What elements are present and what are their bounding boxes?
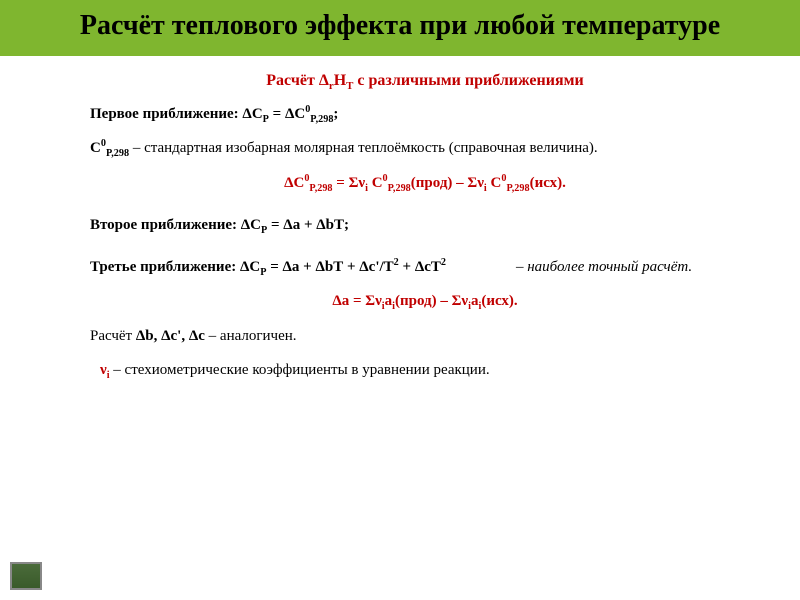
approx3-note: – наиболее точный расчёт. (516, 259, 692, 275)
cf-s2-sub2: P,298 (506, 183, 529, 194)
cp-c: C (90, 140, 101, 156)
da-s1-a: Σν (365, 293, 382, 309)
cp-std-line: C0P,298 – стандартная изобарная молярная… (90, 138, 760, 158)
oc-a: Расчёт (90, 328, 136, 344)
cf-lhs-a: ΔC (284, 175, 304, 191)
nu-symbol: νi (100, 362, 110, 378)
cp-std-symbol: C0P,298 (90, 140, 129, 156)
cf-s1-a: Σν (349, 175, 366, 191)
content-area: Расчёт ΔrHT с различными приближениями П… (0, 56, 800, 380)
da-prod: (прод) (395, 293, 437, 309)
approx3-label: Третье приближение: (90, 259, 240, 275)
approx1-line: Первое приближение: ΔCP = ΔC0P,298; (90, 104, 760, 124)
dcp-a: ΔC (242, 106, 262, 122)
subheading: Расчёт ΔrHT с различными приближениями (90, 72, 760, 90)
nu-s: ν (100, 362, 107, 378)
page-title: Расчёт теплового эффекта при любой темпе… (20, 10, 780, 42)
cf-minus: – (452, 175, 467, 191)
cf-prod: (прод) (411, 175, 453, 191)
approx2-line: Второе приближение: ΔCP = Δa + ΔbТ; (90, 215, 760, 235)
cp-formula-lhs: ΔC0P,298 (284, 175, 332, 191)
subhead-prefix: Расчёт (266, 72, 319, 89)
cf-lhs-sub: P,298 (309, 183, 332, 194)
approx2-label: Второе приближение: (90, 217, 241, 233)
a3-a: ΔC (240, 259, 260, 275)
subhead-suffix: с различными приближениями (353, 72, 583, 89)
nu-line: νi – стехиометрические коэффициенты в ур… (90, 360, 760, 380)
delta-sym: Δ (319, 72, 329, 89)
title-bar: Расчёт теплового эффекта при любой темпе… (0, 0, 800, 56)
cp-formula-line: ΔC0P,298 = Σνi C0P,298(прод) – Σνi C0P,2… (90, 173, 760, 193)
cf-eq: = (333, 175, 349, 191)
a3-rhs-b: + ΔcТ (399, 259, 441, 275)
approx1-eq: ΔCP = ΔC0P,298; (242, 106, 338, 122)
da-minus: – (437, 293, 452, 309)
a3-sup2: 2 (441, 257, 446, 268)
approx3-eq: ΔCP = Δa + ΔbТ + Δc'/T2 + ΔcТ2 (240, 259, 446, 275)
a3-rhs-a: = Δa + ΔbТ + Δc'/T (266, 259, 393, 275)
cp-sub: P,298 (106, 148, 129, 159)
cf-s1-sub2: P,298 (388, 183, 411, 194)
da-lhs: Δa = (332, 293, 365, 309)
dcp-sub2: P,298 (310, 114, 333, 125)
delta-rHT: ΔrHT (319, 72, 354, 89)
a2-a: ΔC (241, 217, 261, 233)
dcp-mid: = ΔC (269, 106, 305, 122)
nav-thumbnail-icon[interactable] (10, 562, 42, 590)
da-sum2: Σνiai (452, 293, 482, 309)
cp-formula-sum1: Σνi C0P,298 (349, 175, 411, 191)
a2-rhs: = Δa + ΔbТ; (267, 217, 349, 233)
cp-formula-sum2: Σνi C0P,298 (467, 175, 529, 191)
cf-s1-mid: C (368, 175, 383, 191)
approx1-label: Первое приближение: (90, 106, 242, 122)
delta-a-formula: Δa = Σνiai(прод) – Σνiai(исх). (90, 291, 760, 311)
other-calc-line: Расчёт Δb, Δc', Δc – аналогичен. (90, 326, 760, 346)
H-sym: H (334, 72, 346, 89)
cf-isx: (исх). (530, 175, 566, 191)
cp-std-text: – стандартная изобарная молярная теплоём… (129, 140, 598, 156)
cf-s2-a: Σν (467, 175, 484, 191)
da-isx: (исх). (481, 293, 517, 309)
approx3-line: Третье приближение: ΔCP = Δa + ΔbТ + Δc'… (90, 257, 760, 277)
dcp-tail: ; (333, 106, 338, 122)
cf-s2-mid: C (487, 175, 502, 191)
nu-text: – стехиометрические коэффициенты в уравн… (110, 362, 490, 378)
oc-b: Δb, Δc', Δc (136, 328, 205, 344)
oc-c: – аналогичен. (205, 328, 297, 344)
da-s2-a: Σν (452, 293, 469, 309)
approx2-eq: ΔCP = Δa + ΔbТ; (241, 217, 349, 233)
da-sum1: Σνiai (365, 293, 395, 309)
